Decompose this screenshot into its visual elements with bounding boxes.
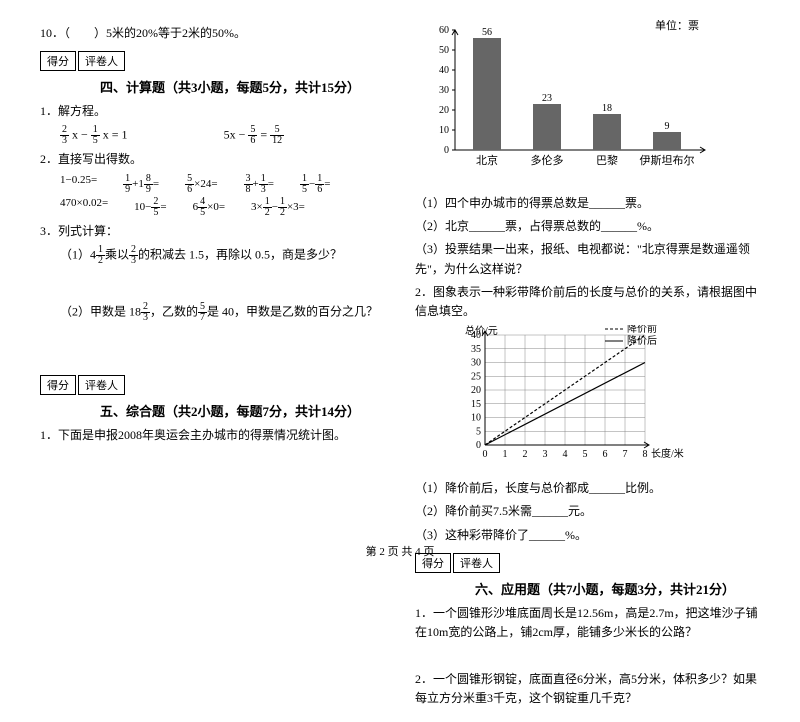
svg-text:0: 0: [483, 449, 488, 460]
svg-text:5: 5: [476, 426, 481, 437]
c1-sub1: （1）四个申办城市的得票总数是______票。: [415, 194, 760, 213]
s4-eq1: 23 x − 15 x = 1 5x − 56 = 512: [40, 125, 385, 146]
s4-q3: 3．列式计算：: [40, 222, 385, 241]
svg-text:35: 35: [471, 344, 481, 355]
s4-q2: 2．直接写出得数。: [40, 150, 385, 169]
s4-q3-1: （1）412乘以23的积减去 1.5，再除以 0.5，商是多少？: [40, 245, 385, 266]
svg-text:30: 30: [439, 85, 449, 96]
svg-text:30: 30: [471, 358, 481, 369]
calc-row-1: 1−0.25= 19+189= 56×24= 38+13= 15−16=: [60, 174, 385, 195]
score-cell: 得分: [40, 375, 76, 395]
s6-q1: 1．一个圆锥形沙堆底面周长是12.56m，高是2.7m，把这堆沙子铺在10m宽的…: [415, 604, 760, 642]
chart2-intro: 2．图象表示一种彩带降价前后的长度与总价的关系，请根据图中信息填空。: [415, 283, 760, 321]
c2-sub2: （2）降价前买7.5米需______元。: [415, 502, 760, 521]
s4-q3-2: （2）甲数是 1823，乙数的57是 40，甲数是乙数的百分之几？: [40, 302, 385, 323]
svg-text:长度/米: 长度/米: [651, 447, 684, 460]
s6-q2: 2．一个圆锥形钢锭，底面直径6分米，高5分米，体积多少？如果每立方分米重3千克，…: [415, 670, 760, 708]
svg-text:40: 40: [439, 65, 449, 76]
svg-text:9: 9: [665, 121, 670, 132]
svg-text:7: 7: [623, 449, 628, 460]
score-row: 得分评卷人: [40, 375, 385, 395]
svg-text:20: 20: [471, 385, 481, 396]
fraction: 56: [248, 125, 257, 146]
svg-text:18: 18: [602, 103, 612, 114]
score-cell: 得分: [40, 51, 76, 71]
left-column: 10．（ ）5米的20%等于2米的50%。 得分评卷人 四、计算题（共3小题，每…: [40, 20, 385, 712]
c2-sub1: （1）降价前后，长度与总价都成______比例。: [415, 479, 760, 498]
svg-text:10: 10: [471, 413, 481, 424]
fraction: 512: [270, 125, 284, 146]
bar-chart: 单位：票 0 10 20 30 40 50 60 56 北京 23 多伦多 18 巴黎 9 伊斯坦布尔: [425, 20, 760, 190]
line-chart: 0123456780510152025303540总价/元长度/米降价前降价后: [455, 325, 760, 475]
fraction: 23: [60, 125, 69, 146]
svg-text:4: 4: [563, 449, 568, 460]
svg-text:6: 6: [603, 449, 608, 460]
svg-text:15: 15: [471, 399, 481, 410]
c2-sub3: （3）这种彩带降价了______%。: [415, 526, 760, 545]
section-6-title: 六、应用题（共7小题，每题3分，共计21分）: [475, 579, 760, 598]
svg-text:降价前: 降价前: [627, 325, 657, 335]
svg-text:伊斯坦布尔: 伊斯坦布尔: [640, 153, 695, 167]
svg-text:巴黎: 巴黎: [596, 153, 618, 167]
svg-text:0: 0: [476, 440, 481, 451]
svg-text:多伦多: 多伦多: [531, 153, 564, 167]
svg-text:2: 2: [523, 449, 528, 460]
svg-text:单位：票: 单位：票: [655, 20, 699, 32]
s4-q1: 1．解方程。: [40, 102, 385, 121]
svg-text:1: 1: [503, 449, 508, 460]
c1-sub2: （2）北京______票，占得票总数的______%。: [415, 217, 760, 236]
svg-text:8: 8: [643, 449, 648, 460]
svg-text:0: 0: [444, 145, 449, 156]
calc-row-2: 470×0.02= 10−25= 645×0= 3×12−12×3=: [60, 197, 385, 218]
svg-text:20: 20: [439, 105, 449, 116]
svg-text:23: 23: [542, 93, 552, 104]
section-5-title: 五、综合题（共2小题，每题7分，共计14分）: [100, 401, 385, 420]
right-column: 单位：票010203040506056北京23多伦多18巴黎9伊斯坦布尔 （1）…: [415, 20, 760, 712]
svg-text:56: 56: [482, 27, 492, 38]
svg-text:50: 50: [439, 45, 449, 56]
svg-text:60: 60: [439, 25, 449, 36]
page-footer: 第 2 页 共 4 页: [0, 543, 800, 559]
svg-text:北京: 北京: [476, 153, 498, 167]
s5-q1: 1．下面是申报2008年奥运会主办城市的得票情况统计图。: [40, 426, 385, 445]
svg-text:总价/元: 总价/元: [465, 325, 498, 337]
grader-cell: 评卷人: [78, 51, 125, 71]
question-10: 10．（ ）5米的20%等于2米的50%。: [40, 24, 385, 43]
grader-cell: 评卷人: [78, 375, 125, 395]
svg-text:25: 25: [471, 371, 481, 382]
svg-text:3: 3: [543, 449, 548, 460]
svg-text:10: 10: [439, 125, 449, 136]
svg-text:降价后: 降价后: [627, 334, 657, 347]
fraction: 15: [91, 125, 100, 146]
section-4-title: 四、计算题（共3小题，每题5分，共计15分）: [100, 77, 385, 96]
score-row: 得分评卷人: [40, 51, 385, 71]
svg-text:5: 5: [583, 449, 588, 460]
c1-sub3: （3）投票结果一出来，报纸、电视都说："北京得票是数遥遥领先"，为什么这样说？: [415, 240, 760, 278]
